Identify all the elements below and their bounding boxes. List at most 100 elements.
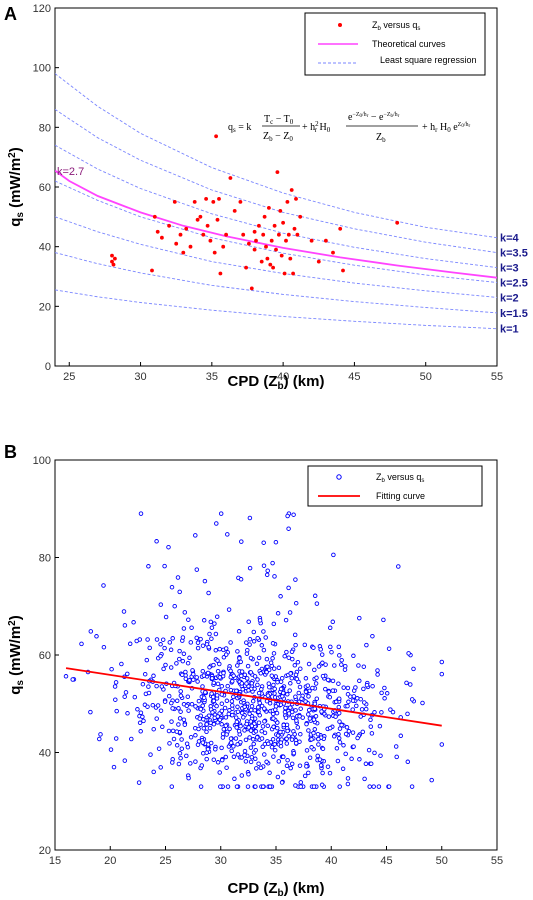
data-point [270,656,275,661]
data-point [295,232,300,237]
data-point [160,235,164,240]
data-point [194,567,200,572]
data-point [281,722,286,728]
data-point [113,256,117,261]
panel-b-legend: Zb versus qs Fitting curve [307,465,483,507]
data-point [269,744,275,750]
panel-b-fit [65,667,442,727]
data-point [290,656,295,662]
data-point [178,755,183,761]
data-point [217,661,222,667]
data-point [174,661,179,666]
data-point [316,736,321,742]
data-point [275,170,280,175]
data-point [311,717,317,722]
data-point [326,689,332,694]
data-point [272,574,277,579]
data-point [267,701,273,706]
data-point [252,708,258,713]
data-point [363,761,369,767]
data-point [323,686,328,692]
data-point [176,722,181,727]
data-point [155,229,160,234]
data-point [228,176,233,180]
data-point [312,706,317,711]
data-point [341,685,346,690]
data-point [239,773,245,778]
data-point [167,640,173,645]
data-point [358,714,363,719]
data-point [191,672,196,677]
data-point [208,619,214,625]
data-point [195,679,200,684]
data-point [172,200,177,204]
data-point [179,737,184,742]
data-point [201,232,206,237]
data-point [406,651,411,656]
data-point [150,268,154,273]
data-point [244,640,249,645]
data-point [284,649,289,655]
data-point [94,634,99,639]
data-point [239,669,245,674]
data-point [177,648,182,654]
data-point [199,763,205,768]
data-point [204,197,209,201]
data-point [272,223,277,228]
data-point [198,214,203,219]
data-point [361,664,367,669]
data-point [174,743,180,748]
data-point [247,636,253,642]
data-point [214,521,219,526]
data-point [261,629,266,634]
data-point [439,671,445,677]
data-point [298,731,303,737]
data-point [204,729,209,735]
data-point [145,637,150,642]
data-point [214,614,220,619]
data-point [370,633,375,639]
data-point [304,764,309,769]
data-point [122,758,128,763]
data-point [234,784,240,789]
data-point [309,238,314,243]
data-point [184,226,189,231]
data-point [200,740,206,745]
data-point [252,229,257,234]
data-point [238,577,244,582]
data-point [289,761,295,767]
regression-curve [55,216,497,298]
panel-a-ticks: 25 30 35 40 45 50 55 0 20 40 60 80 100 120 [33,3,503,383]
data-point [264,572,270,578]
data-point [201,695,207,700]
data-point [360,729,366,735]
data-point [208,720,213,726]
y-tick-label: 60 [39,650,51,662]
data-point [281,754,286,760]
data-point [188,244,193,249]
data-point [249,703,255,709]
data-point [166,693,172,699]
data-point [255,682,260,688]
data-point [298,784,303,789]
data-point [152,214,157,219]
data-point [177,751,183,756]
data-point [277,232,281,237]
data-point [306,712,311,717]
data-point [179,672,185,678]
data-point [244,265,249,270]
data-point [226,607,232,612]
data-point [186,617,191,622]
data-point [221,670,226,676]
data-point [404,680,409,686]
data-point [320,660,325,666]
data-point [257,223,261,228]
y-tick-label: 100 [33,63,51,75]
data-point [247,515,253,521]
data-point [238,200,243,204]
data-point [312,727,318,732]
x-tick-label: 40 [325,855,337,867]
data-point [177,656,182,662]
data-point [204,756,209,762]
data-point [228,736,234,741]
